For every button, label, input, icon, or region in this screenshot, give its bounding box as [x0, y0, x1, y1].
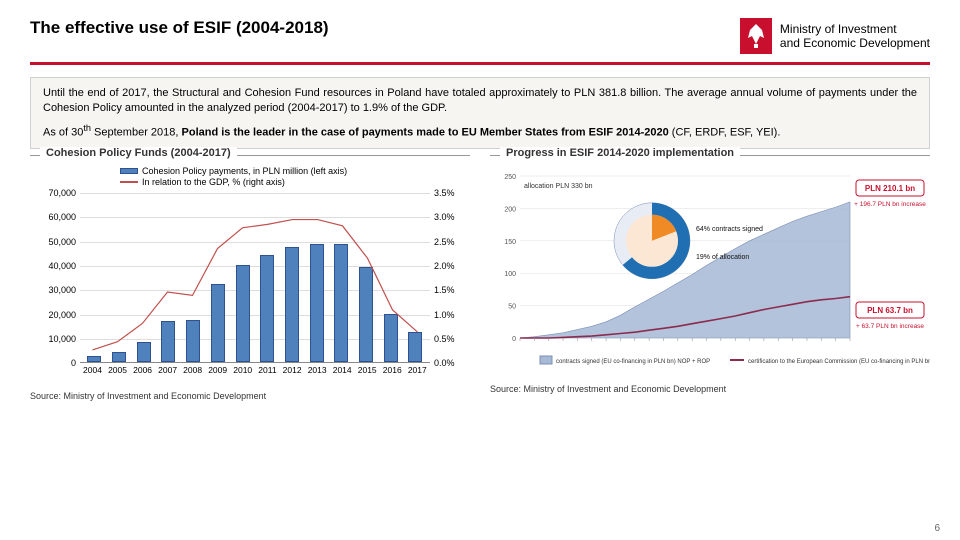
legend-line-item: In relation to the GDP, % (right axis) [120, 177, 470, 187]
svg-text:+ 63.7 PLN bn increase: + 63.7 PLN bn increase [856, 323, 924, 330]
ministry-name: Ministry of Investment and Economic Deve… [780, 22, 930, 51]
svg-text:contracts signed (EU co-financ: contracts signed (EU co-financing in PLN… [556, 359, 710, 365]
bar [384, 314, 398, 363]
header-underline [30, 62, 930, 65]
bar [186, 320, 200, 363]
left-chart-area: 010,00020,00030,00040,00050,00060,00070,… [30, 193, 470, 383]
left-chart-legend: Cohesion Policy payments, in PLN million… [120, 166, 470, 187]
y-axis-right: 0.0%0.5%1.0%1.5%2.0%2.5%3.0%3.5% [430, 193, 470, 363]
right-chart-svg: 0 50 100 150 200 250 allocation PLN 330 bn 64% … [490, 166, 930, 376]
bar [408, 332, 422, 362]
bar [161, 321, 175, 362]
right-chart-area: 0 50 100 150 200 250 allocation PLN 330 bn 64% … [490, 166, 930, 376]
line-swatch-icon [120, 181, 138, 183]
svg-text:150: 150 [504, 239, 516, 246]
summary-info-box: Until the end of 2017, the Structural an… [30, 77, 930, 149]
svg-text:allocation PLN 330 bn: allocation PLN 330 bn [524, 183, 593, 190]
bar [112, 352, 126, 362]
svg-text:50: 50 [508, 304, 516, 311]
ministry-logo: Ministry of Investment and Economic Deve… [740, 18, 930, 54]
eagle-emblem-icon [740, 18, 772, 54]
svg-text:PLN 63.7 bn: PLN 63.7 bn [867, 306, 913, 315]
svg-text:0: 0 [512, 336, 516, 343]
bar [285, 247, 299, 362]
left-plot [80, 193, 430, 363]
svg-text:+ 196.7 PLN bn increase: + 196.7 PLN bn increase [854, 201, 926, 208]
page-number: 6 [934, 523, 940, 534]
svg-text:250: 250 [504, 174, 516, 181]
left-chart-title: Cohesion Policy Funds (2004-2017) [40, 147, 237, 159]
summary-paragraph-1: Until the end of 2017, the Structural an… [43, 86, 917, 116]
bar [359, 267, 373, 362]
slide-title: The effective use of ESIF (2004-2018) [30, 18, 329, 38]
bar [260, 255, 274, 362]
svg-text:200: 200 [504, 207, 516, 214]
svg-text:certification to the European: certification to the European Commission… [748, 359, 930, 365]
esif-progress-chart-panel: Progress in ESIF 2014-2020 implementatio… [490, 155, 930, 401]
left-source: Source: Ministry of Investment and Econo… [30, 391, 470, 401]
right-source: Source: Ministry of Investment and Econo… [490, 384, 930, 394]
x-axis: 2004200520062007200820092010201120122013… [80, 365, 430, 375]
cohesion-funds-chart-panel: Cohesion Policy Funds (2004-2017) Cohesi… [30, 155, 470, 401]
bar [137, 342, 151, 363]
bar [310, 244, 324, 362]
summary-paragraph-2: As of 30th September 2018, Poland is the… [43, 122, 917, 141]
svg-text:64% contracts signed: 64% contracts signed [696, 226, 763, 233]
bars-container [80, 193, 430, 362]
bar-swatch-icon [120, 168, 138, 174]
svg-text:19% of allocation: 19% of allocation [696, 254, 749, 261]
svg-text:100: 100 [504, 271, 516, 278]
y-axis-left: 010,00020,00030,00040,00050,00060,00070,… [30, 193, 80, 363]
svg-text:PLN 210.1 bn: PLN 210.1 bn [865, 184, 915, 193]
slide-header: The effective use of ESIF (2004-2018) Mi… [0, 0, 960, 62]
bar [236, 265, 250, 362]
bar [211, 284, 225, 362]
bar [87, 356, 101, 362]
right-chart-title: Progress in ESIF 2014-2020 implementatio… [500, 147, 740, 159]
bar [334, 244, 348, 362]
legend-bar-item: Cohesion Policy payments, in PLN million… [120, 166, 470, 176]
